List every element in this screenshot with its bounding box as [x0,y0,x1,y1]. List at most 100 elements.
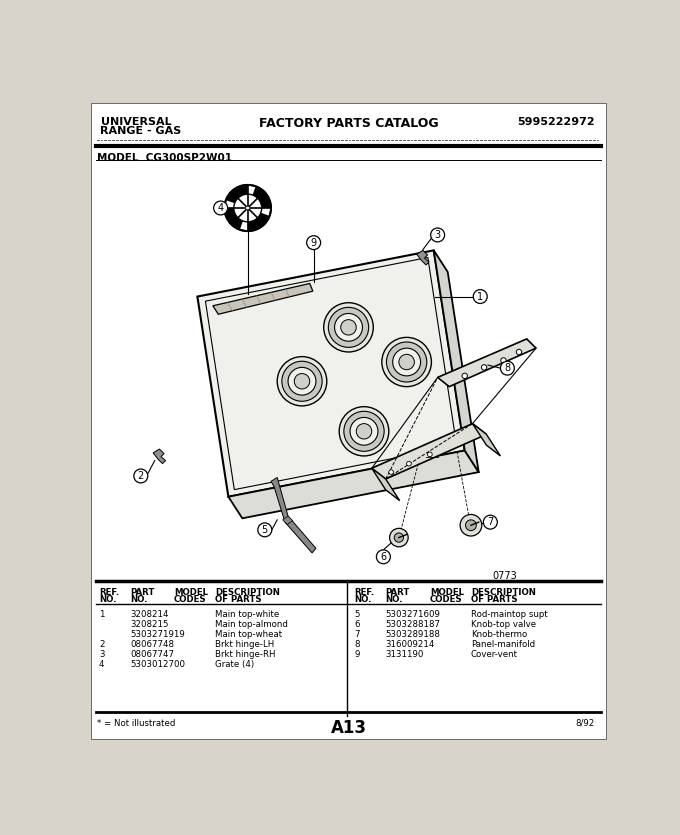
Circle shape [214,201,228,215]
Polygon shape [283,516,292,524]
Text: PART: PART [130,589,154,597]
Circle shape [356,423,372,439]
Text: 5303012700: 5303012700 [130,660,185,669]
Circle shape [382,337,431,387]
Circle shape [394,533,403,542]
Text: Grate (4): Grate (4) [215,660,254,669]
Text: 08067748: 08067748 [130,640,174,649]
Circle shape [335,313,362,342]
Circle shape [481,365,487,370]
Circle shape [399,354,414,370]
Text: 2: 2 [99,640,105,649]
Text: REF.: REF. [99,589,119,597]
Polygon shape [372,423,486,479]
Polygon shape [372,468,400,501]
Text: Main top-wheat: Main top-wheat [215,630,282,639]
Text: 2: 2 [137,471,144,481]
Text: Main top-white: Main top-white [215,610,279,619]
Text: RANGE - GAS: RANGE - GAS [101,125,182,135]
Text: MODEL  CG300SP2W01: MODEL CG300SP2W01 [97,153,233,163]
Text: 3: 3 [435,230,441,240]
Circle shape [324,303,373,352]
Text: 9: 9 [311,238,317,248]
Wedge shape [225,208,243,229]
Text: REF.: REF. [355,589,375,597]
Text: DESCRIPTION: DESCRIPTION [215,589,280,597]
Circle shape [462,373,467,378]
Text: NO.: NO. [99,595,116,604]
Circle shape [294,373,310,389]
Text: 7: 7 [355,630,360,639]
Circle shape [288,367,316,395]
Text: A13: A13 [330,718,367,736]
Circle shape [430,228,445,242]
Text: Rod-maintop supt: Rod-maintop supt [471,610,547,619]
Text: FACTORY PARTS CATALOG: FACTORY PARTS CATALOG [258,117,439,130]
Text: 6: 6 [380,552,386,562]
Text: 5995222972: 5995222972 [517,117,595,127]
Text: 1: 1 [99,610,105,619]
Circle shape [392,348,420,376]
Polygon shape [153,449,166,463]
Text: PART: PART [386,589,410,597]
Text: 4: 4 [99,660,105,669]
Text: NO.: NO. [355,595,372,604]
Circle shape [134,469,148,483]
Circle shape [500,362,514,375]
Text: 8/92: 8/92 [576,718,595,727]
Text: 3208215: 3208215 [130,620,169,629]
Polygon shape [271,478,316,553]
Circle shape [386,342,427,382]
Wedge shape [226,185,248,203]
Text: 5303271609: 5303271609 [386,610,441,619]
Text: Panel-manifold: Panel-manifold [471,640,535,649]
Text: 4: 4 [218,203,224,213]
Polygon shape [228,451,479,519]
Text: CODES: CODES [430,595,462,604]
Text: Knob-top valve: Knob-top valve [471,620,536,629]
Circle shape [350,418,378,445]
Circle shape [500,357,506,363]
Circle shape [307,235,320,250]
Circle shape [339,407,389,456]
Circle shape [516,349,522,355]
Polygon shape [434,250,479,472]
Circle shape [407,461,411,466]
Polygon shape [417,250,429,265]
Circle shape [377,550,390,564]
Polygon shape [197,250,464,497]
Text: * = Not illustrated: * = Not illustrated [97,718,175,727]
Text: 8: 8 [355,640,360,649]
Circle shape [466,520,477,530]
Text: MODEL: MODEL [174,589,208,597]
Text: 3131190: 3131190 [386,650,424,659]
Text: 5: 5 [355,610,360,619]
Text: 7: 7 [487,517,494,527]
Circle shape [282,362,322,402]
Circle shape [341,320,356,335]
Polygon shape [438,339,536,387]
Text: 9: 9 [355,650,360,659]
Wedge shape [252,187,270,208]
Text: Brkt hinge-RH: Brkt hinge-RH [215,650,275,659]
Text: DESCRIPTION: DESCRIPTION [471,589,536,597]
Text: 5303288187: 5303288187 [386,620,441,629]
Text: 08067747: 08067747 [130,650,174,659]
Text: OF PARTS: OF PARTS [215,595,262,604]
Text: 316009214: 316009214 [386,640,435,649]
Circle shape [328,307,369,347]
Circle shape [483,515,497,529]
Polygon shape [213,283,313,314]
Text: 0773: 0773 [493,571,517,581]
Text: 5303289188: 5303289188 [386,630,441,639]
Text: NO.: NO. [130,595,148,604]
Circle shape [390,529,408,547]
Text: 8: 8 [505,363,511,373]
Text: Cover-vent: Cover-vent [471,650,518,659]
Text: 6: 6 [355,620,360,629]
Text: CODES: CODES [174,595,207,604]
Circle shape [460,514,482,536]
Wedge shape [248,213,269,230]
Text: Brkt hinge-LH: Brkt hinge-LH [215,640,275,649]
Circle shape [389,470,394,474]
